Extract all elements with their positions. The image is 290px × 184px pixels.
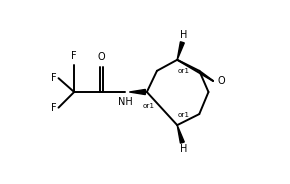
Text: H: H: [180, 144, 188, 154]
Text: F: F: [71, 51, 77, 61]
Text: O: O: [98, 52, 106, 62]
Text: H: H: [180, 31, 188, 40]
Text: or1: or1: [178, 112, 190, 118]
Text: O: O: [217, 76, 225, 86]
Text: or1: or1: [143, 103, 155, 109]
Text: F: F: [51, 103, 57, 113]
Text: F: F: [51, 73, 57, 83]
Text: or1: or1: [178, 68, 190, 74]
Polygon shape: [177, 125, 184, 143]
Polygon shape: [177, 42, 184, 60]
Text: NH: NH: [118, 97, 133, 107]
Polygon shape: [129, 89, 145, 95]
